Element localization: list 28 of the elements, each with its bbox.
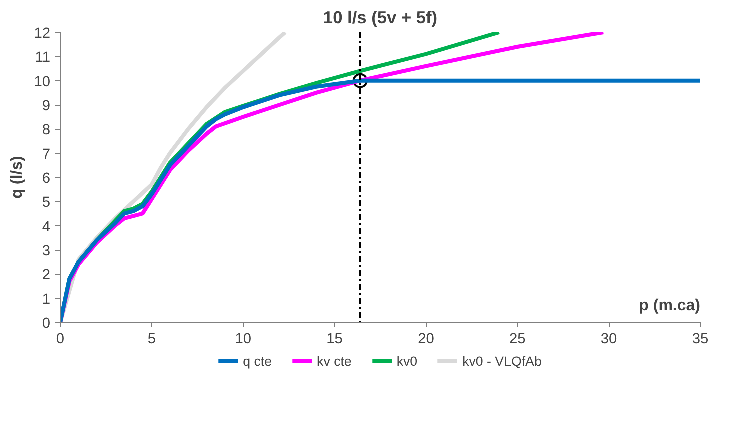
x-tick-label: 25: [509, 332, 526, 348]
y-tick-label: 0: [42, 316, 51, 332]
x-tick-label: 30: [600, 332, 618, 348]
x-tick-label: 0: [56, 332, 65, 348]
x-tick-label: 15: [326, 332, 343, 348]
legend-label: kv0 - VLQfAb: [462, 354, 542, 368]
y-tick-label: 1: [42, 292, 51, 308]
y-tick-label: 12: [34, 26, 51, 42]
x-axis-title: p (m.ca): [639, 298, 700, 314]
y-axis-title: q (l/s): [9, 156, 26, 199]
y-tick-label: 6: [42, 171, 51, 187]
legend-label: kv cte: [317, 354, 352, 368]
y-tick-label: 5: [42, 195, 51, 212]
x-tick-label: 20: [418, 332, 434, 348]
legend-label: kv0: [396, 354, 418, 368]
legend-label: q cte: [243, 354, 272, 368]
y-tick-label: 8: [42, 122, 51, 139]
y-tick-label: 11: [35, 50, 51, 66]
y-tick-label: 7: [42, 146, 51, 163]
x-tick-label: 35: [692, 332, 709, 348]
y-tick-label: 4: [42, 219, 51, 236]
y-tick-label: 10: [34, 74, 51, 90]
chart-title: 10 l/s (5v + 5f): [323, 8, 438, 28]
y-tick-label: 3: [42, 244, 51, 260]
x-tick-label: 5: [148, 332, 156, 348]
x-tick-label: 10: [235, 332, 252, 348]
y-tick-label: 2: [42, 268, 51, 284]
y-tick-label: 9: [42, 98, 51, 114]
